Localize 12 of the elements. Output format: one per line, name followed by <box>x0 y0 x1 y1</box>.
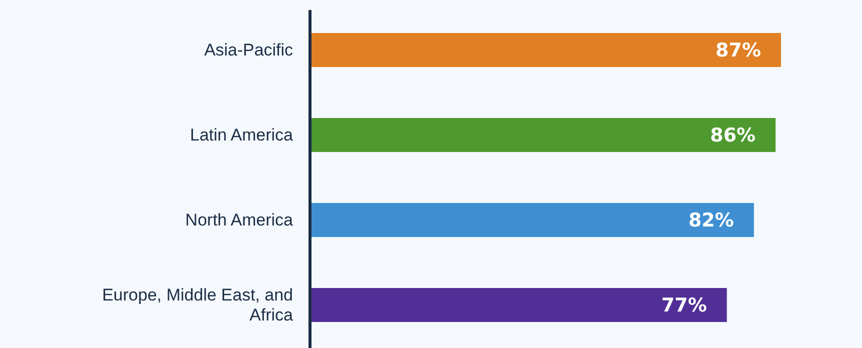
bar <box>310 203 754 237</box>
y-tick-label: North America <box>185 210 294 230</box>
y-tick-label: Europe, Middle East, and Africa <box>102 285 294 325</box>
data-label: 87% <box>716 40 761 62</box>
bar <box>310 118 776 152</box>
data-label: 82% <box>688 210 734 232</box>
bar <box>310 33 781 67</box>
y-tick-label: Latin America <box>190 125 294 144</box>
data-label: 86% <box>710 124 756 147</box>
data-label: 77% <box>661 294 707 317</box>
bar <box>310 288 727 322</box>
y-tick-label: Asia-Pacific <box>204 40 294 60</box>
